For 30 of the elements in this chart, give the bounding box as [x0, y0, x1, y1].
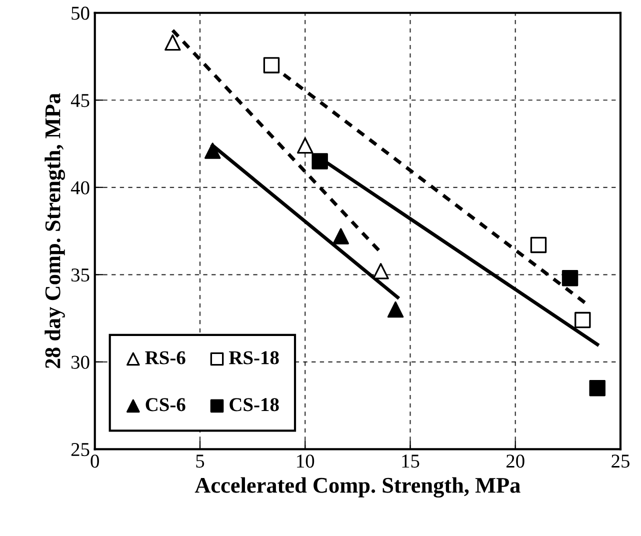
point: [372, 263, 389, 280]
x-tick-label: 25: [612, 454, 630, 468]
x-tick-label: 10: [297, 454, 314, 468]
point: [589, 380, 606, 396]
point: [574, 312, 591, 328]
legend-label: CS-18: [230, 398, 279, 412]
y-tick-label: 30: [71, 356, 90, 369]
legend-label: RS-6: [145, 351, 186, 364]
legend-label: RS-18: [229, 351, 279, 364]
point: [387, 301, 404, 318]
y-axis-title: 28 day Comp. Strength, MPa: [44, 93, 66, 368]
y-tick-label: 35: [71, 268, 90, 282]
legend-label: CS-6: [146, 398, 186, 412]
y-tick-label: 50: [72, 6, 90, 20]
x-tick-label: 20: [506, 454, 524, 468]
point: [164, 34, 181, 51]
point: [562, 270, 578, 286]
x-tick-label: 5: [196, 454, 204, 468]
point: [332, 228, 349, 244]
x-tick-label: 15: [402, 454, 420, 468]
y-tick-label: 45: [70, 94, 90, 108]
point: [263, 57, 280, 74]
x-tick-label: 0: [90, 454, 99, 468]
y-tick-label: 40: [70, 181, 90, 194]
y-tick-label: 25: [71, 443, 90, 456]
point: [297, 137, 314, 154]
x-axis-title: Accelerated Comp. Strength, MPa: [194, 477, 520, 498]
point: [312, 153, 328, 170]
point: [530, 236, 547, 254]
point: [204, 142, 221, 159]
